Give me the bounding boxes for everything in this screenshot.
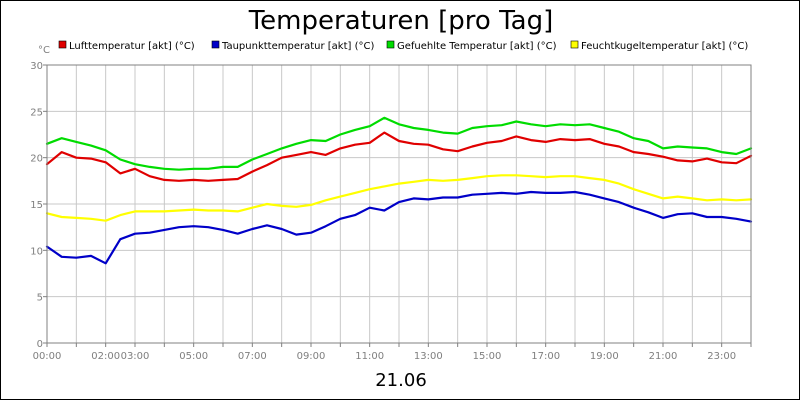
y-tick-label: 20 (30, 154, 43, 165)
y-axis-unit-label: °C (38, 45, 50, 56)
y-tick-label: 25 (30, 107, 43, 118)
x-tick-label: 19:00 (590, 351, 619, 362)
x-tick-label: 07:00 (238, 351, 267, 362)
legend-label: Lufttemperatur [akt] (°C) (69, 41, 195, 52)
legend-item: Taupunkttemperatur [akt] (°C) (211, 40, 374, 52)
y-tick-label: 30 (30, 61, 43, 72)
x-tick-label: 03:00 (121, 351, 150, 362)
legend-swatch (570, 40, 579, 49)
legend-label: Taupunkttemperatur [akt] (°C) (221, 41, 374, 52)
x-tick-label: 02:00 (91, 351, 120, 362)
x-tick-label: 23:00 (707, 351, 736, 362)
legend-swatch (386, 40, 395, 49)
x-axis-date-label: 21.06 (375, 370, 427, 391)
x-tick-label: 15:00 (473, 351, 502, 362)
x-tick-label: 17:00 (531, 351, 560, 362)
series-line: Feuchtkugeltemperatur [akt] (°C) (45, 174, 753, 222)
chart-legend: Lufttemperatur [akt] (°C) Taupunkttempera… (58, 40, 748, 52)
series-line: Taupunkttemperatur [akt] (°C) (45, 190, 753, 265)
y-tick-label: 15 (30, 200, 43, 211)
chart-title: Temperaturen [pro Tag] (248, 6, 554, 36)
plot-border (46, 64, 752, 344)
y-tick-label: 10 (30, 246, 43, 257)
y-axis-ticks: 0 5 10 15 20 25 30 (30, 61, 47, 350)
legend-swatch (211, 40, 220, 49)
series-line: Lufttemperatur [akt] (°C) (45, 131, 753, 182)
x-tick-label: 09:00 (297, 351, 326, 362)
x-tick-label: 13:00 (414, 351, 443, 362)
legend-item: Gefuehlte Temperatur [akt] (°C) (386, 40, 557, 52)
x-tick-label: 05:00 (179, 351, 208, 362)
legend-label: Gefuehlte Temperatur [akt] (°C) (397, 41, 557, 52)
grid-lines (47, 65, 751, 343)
legend-swatch (58, 40, 67, 49)
legend-item: Feuchtkugeltemperatur [akt] (°C) (570, 40, 748, 52)
x-tick-label: 00:00 (33, 351, 62, 362)
legend-label: Feuchtkugeltemperatur [akt] (°C) (581, 41, 748, 52)
x-tick-label: 11:00 (355, 351, 384, 362)
x-axis-ticks: 00:00 02:00 03:00 05:00 07:00 09:00 11:00 13:00… (33, 343, 752, 362)
y-tick-label: 0 (37, 339, 43, 350)
legend-item: Lufttemperatur [akt] (°C) (58, 40, 195, 52)
series-line: Gefuehlte Temperatur [akt] (°C) (45, 116, 753, 171)
y-tick-label: 5 (37, 293, 43, 304)
series-lines: Lufttemperatur [akt] (°C) Taupunkttempera… (45, 116, 753, 265)
x-tick-label: 21:00 (649, 351, 678, 362)
